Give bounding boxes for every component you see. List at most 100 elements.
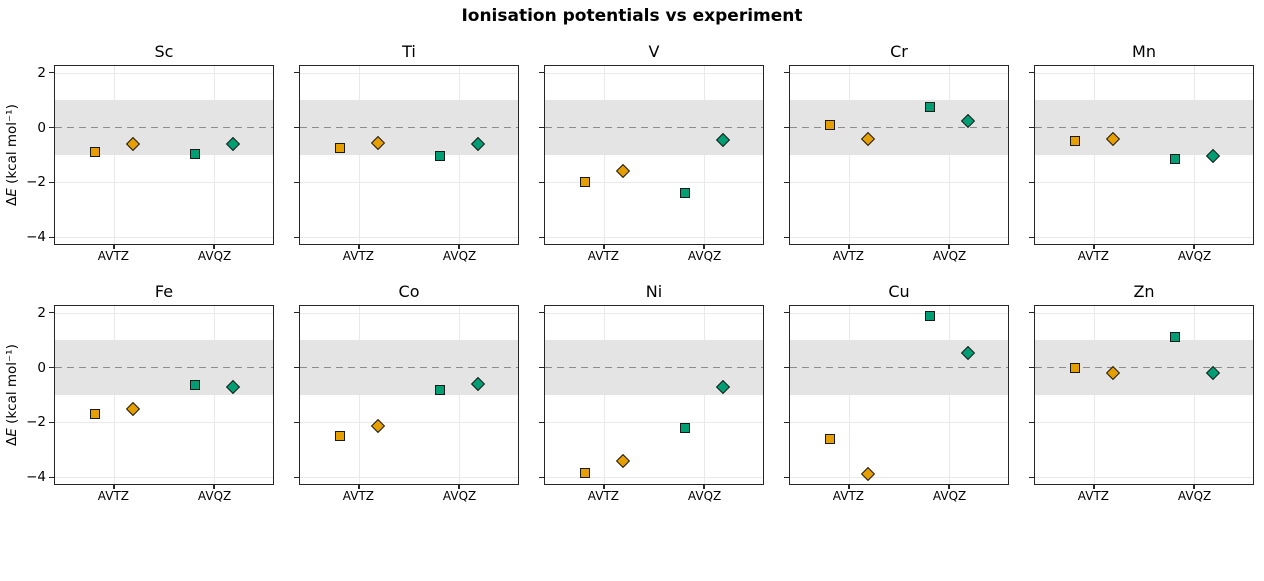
data-point-diamond-avtz-Cu [860, 467, 876, 482]
y-tick-label: −4 [26, 229, 46, 246]
axis-tick-y [783, 421, 789, 424]
axis-tick-y [48, 126, 54, 129]
plot-area-Sc: 2 0 −2 −4 [26, 65, 274, 249]
x-tick-label: AVQZ [1177, 489, 1212, 503]
grid-line-horizontal [545, 237, 763, 239]
grid-line-horizontal [545, 312, 763, 314]
axis-tick-x [113, 244, 115, 249]
axis-tick-y [48, 366, 54, 369]
axis-tick-x [113, 484, 115, 489]
axis-tick-x [603, 484, 605, 489]
axis-tick-y [48, 236, 54, 238]
y-axis-label-units: (kcal mol⁻¹) [4, 104, 20, 189]
axis-tick-y [1028, 236, 1034, 238]
data-point-square-avqz-Ti [434, 151, 445, 162]
axis-tick-y [293, 366, 299, 369]
grid-line-horizontal [790, 477, 1008, 479]
x-tick-label: AVTZ [1077, 249, 1109, 263]
grid-line-vertical [358, 66, 360, 244]
grid-line-vertical [214, 66, 216, 244]
grid-line-horizontal [1035, 237, 1253, 239]
plot-area-Fe: 2 0 −2 −4 [26, 305, 274, 489]
axis-tick-y [783, 366, 789, 369]
subplot-Zn: Zn AVTZ AVQZ [1028, 281, 1254, 505]
axis-tick-y [783, 312, 789, 314]
axis-tick-y [48, 72, 54, 74]
axis-tick-x [213, 244, 215, 249]
panel-title-Cr: Cr [890, 42, 908, 61]
subplot-Fe: Fe 2 0 −2 −4 AVTZ AVQZ [26, 281, 274, 505]
zero-line [545, 126, 763, 129]
data-point-square-avtz-Ni [579, 468, 590, 479]
grid-line-horizontal [55, 182, 273, 184]
grid-line-horizontal [1035, 72, 1253, 74]
axis-tick-y [293, 126, 299, 129]
axis-tick-y [293, 312, 299, 314]
grid-line-horizontal [300, 477, 518, 479]
x-tick-label: AVTZ [832, 489, 864, 503]
axis-tick-x [358, 484, 360, 489]
grid-line-vertical [358, 306, 360, 484]
grid-line-vertical [459, 66, 461, 244]
x-tick-label: AVQZ [1177, 249, 1212, 263]
axis-tick-y [538, 181, 544, 184]
x-tick-label: AVQZ [197, 489, 232, 503]
axis-tick-y [48, 181, 54, 184]
axis-tick-y [48, 421, 54, 424]
subplot-row-2: ΔE (kcal mol⁻¹) Fe 2 0 −2 −4 AVTZ AVQZ Co AVTZ AV… [0, 281, 1264, 505]
grid-line-horizontal [790, 312, 1008, 314]
x-tick-label: AVQZ [687, 489, 722, 503]
panel-title-Cu: Cu [888, 282, 910, 301]
zero-line [55, 126, 273, 129]
y-tick-label: 0 [37, 359, 46, 376]
grid-line-vertical [949, 66, 951, 244]
x-tick-label: AVQZ [687, 249, 722, 263]
x-tick-label: AVTZ [342, 489, 374, 503]
grid-line-vertical [1194, 66, 1196, 244]
axis-tick-x [213, 484, 215, 489]
x-tick-label: AVQZ [932, 249, 967, 263]
x-tick-label: AVTZ [1077, 489, 1109, 503]
grid-line-horizontal [55, 237, 273, 239]
grid-line-horizontal [1035, 422, 1253, 424]
subplot-Sc: Sc 2 0 −2 −4 AVTZ AVQZ [26, 41, 274, 265]
y-axis-label-units: (kcal mol⁻¹) [4, 344, 20, 429]
grid-line-vertical [603, 66, 605, 244]
plot-area-Ti [293, 65, 519, 249]
data-point-diamond-avtz-Ni [615, 453, 631, 468]
grid-line-horizontal [300, 182, 518, 184]
grid-line-horizontal [790, 182, 1008, 184]
data-point-square-avtz-Sc [89, 147, 100, 158]
figure-title: Ionisation potentials vs experiment [461, 6, 803, 26]
axis-tick-y [538, 476, 544, 478]
axis-tick-y [293, 476, 299, 478]
axis-tick-y [538, 366, 544, 369]
data-point-square-avtz-Co [334, 431, 345, 442]
panel-title-V: V [648, 42, 660, 61]
y-axis-label-symbol: E [4, 188, 20, 197]
y-tick-label: −2 [26, 414, 46, 431]
grid-line-horizontal [55, 312, 273, 314]
x-tick-labels-Mn: AVTZ AVQZ [1034, 245, 1254, 265]
grid-line-vertical [704, 66, 706, 244]
panel-title-Co: Co [398, 282, 420, 301]
plot-area-Mn [1028, 65, 1254, 249]
panel-title-Zn: Zn [1133, 282, 1155, 301]
y-axis-label-delta: Δ [4, 436, 20, 446]
zero-line [300, 366, 518, 369]
axis-tick-x [703, 484, 705, 489]
zero-line [55, 366, 273, 369]
axis-tick-y [293, 72, 299, 74]
axis-tick-x [603, 244, 605, 249]
axis-tick-y [538, 236, 544, 238]
axis-tick-y [783, 236, 789, 238]
y-axis-label: ΔE (kcal mol⁻¹) [4, 65, 20, 245]
data-point-square-avqz-Zn [1169, 332, 1180, 343]
data-point-square-avqz-Fe [189, 380, 200, 391]
axis-tick-x [1093, 484, 1095, 489]
grid-line-horizontal [55, 72, 273, 74]
data-point-square-avqz-Mn [1169, 154, 1180, 165]
grid-line-vertical [603, 306, 605, 484]
x-tick-labels-Fe: AVTZ AVQZ [54, 485, 274, 505]
grid-line-vertical [1093, 66, 1095, 244]
